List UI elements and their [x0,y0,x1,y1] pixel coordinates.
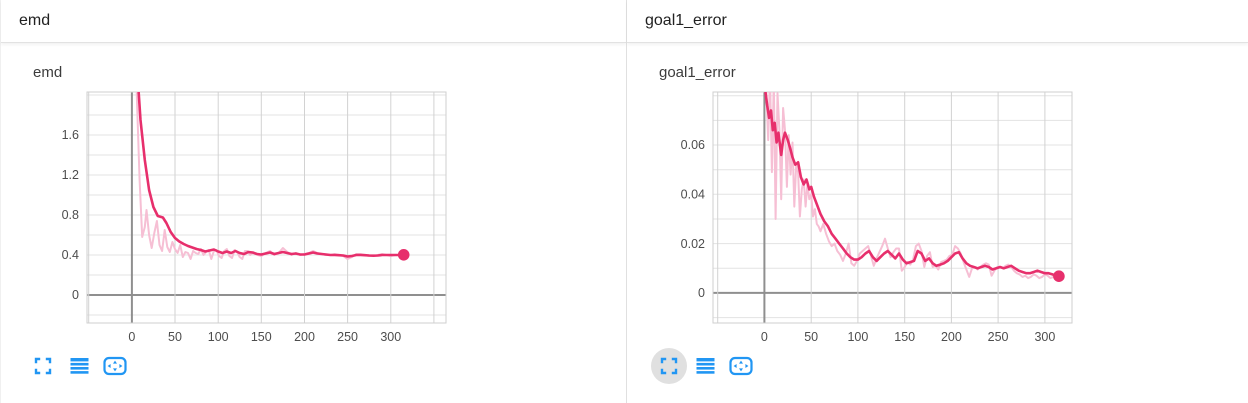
svg-text:200: 200 [941,330,962,344]
panel-goal1-error-header: goal1_error [627,0,1248,43]
svg-text:0: 0 [761,330,768,344]
svg-text:300: 300 [380,330,401,344]
fullscreen-button[interactable] [651,348,687,384]
svg-text:0.06: 0.06 [681,138,705,152]
svg-text:0: 0 [698,286,705,300]
goal1-error-chart[interactable]: 0 0.02 0.04 0.06 0 50 100 150 200 250 300 [663,90,1133,346]
emd-toolbar [25,348,626,384]
svg-text:0: 0 [72,288,79,302]
fit-domain-icon [729,356,753,376]
panel-emd-body: emd 0 0.4 0.8 1.2 1.6 0 50 100 150 200 250 300 [1,43,626,384]
svg-text:100: 100 [847,330,868,344]
svg-text:150: 150 [894,330,915,344]
svg-text:300: 300 [1034,330,1055,344]
svg-text:250: 250 [988,330,1009,344]
svg-text:0.04: 0.04 [681,188,705,202]
svg-text:0: 0 [128,330,135,344]
data-table-icon [695,356,716,376]
panel-goal1-error-body: goal1_error 0 0.02 0.04 0.06 0 50 100 150 200 250… [627,43,1248,384]
svg-text:200: 200 [294,330,315,344]
goal1-error-chart-title: goal1_error [659,64,736,81]
svg-text:0.8: 0.8 [62,208,79,222]
svg-text:150: 150 [251,330,272,344]
svg-text:0.02: 0.02 [681,237,705,251]
svg-text:1.2: 1.2 [62,168,79,182]
fullscreen-button[interactable] [25,348,61,384]
emd-chart-title: emd [33,64,63,81]
data-table-icon [69,356,90,376]
svg-text:50: 50 [804,330,818,344]
panel-goal1-error: goal1_error goal1_error 0 0.02 0.04 0.06 0 50… [626,0,1248,403]
svg-text:50: 50 [168,330,182,344]
fullscreen-icon [33,356,53,376]
data-table-button[interactable] [687,348,723,384]
panel-emd-header-title: emd [19,12,51,29]
svg-text:100: 100 [208,330,229,344]
fit-domain-button[interactable] [97,348,133,384]
data-table-button[interactable] [61,348,97,384]
svg-text:250: 250 [337,330,358,344]
emd-chart[interactable]: 0 0.4 0.8 1.2 1.6 0 50 100 150 200 250 300 [37,90,507,346]
fit-domain-icon [103,356,127,376]
panel-emd: emd emd 0 0.4 0.8 1.2 1.6 0 50 100 150 200 250 300 [0,0,626,403]
fullscreen-icon [659,356,679,376]
svg-text:1.6: 1.6 [62,128,79,142]
panel-goal1-error-header-title: goal1_error [645,12,727,29]
fit-domain-button[interactable] [723,348,759,384]
svg-text:0.4: 0.4 [62,248,79,262]
panel-emd-header: emd [1,0,626,43]
goal1-error-toolbar [651,348,1248,384]
